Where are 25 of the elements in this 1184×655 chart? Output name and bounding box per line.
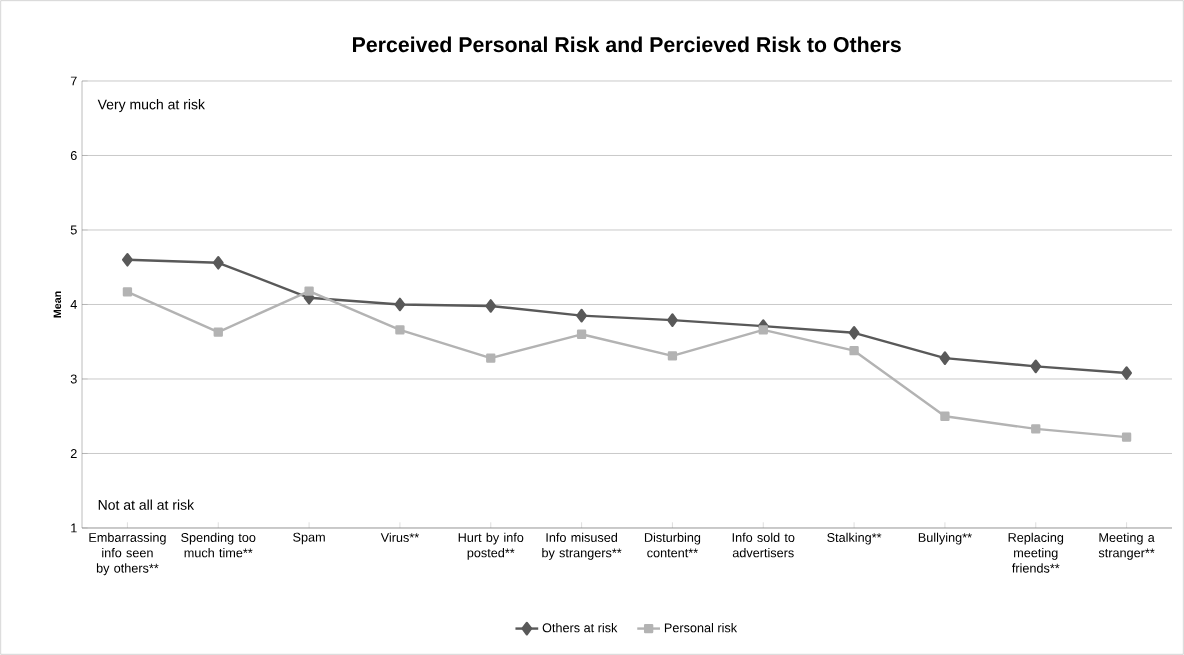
y-tick-label: 5 bbox=[70, 225, 77, 235]
x-tick-label: Bullying** bbox=[918, 532, 972, 545]
y-tick-label: 7 bbox=[70, 76, 77, 86]
chart-title: Perceived Personal Risk and Percieved Risk to Others bbox=[353, 36, 901, 53]
y-axis-title: Mean bbox=[53, 291, 62, 318]
legend-label: Personal risk bbox=[664, 622, 738, 633]
y-tick-label: 2 bbox=[70, 449, 77, 458]
x-tick-label: Spam bbox=[293, 532, 325, 545]
y-tick-label: 6 bbox=[70, 151, 77, 160]
x-tick-label: Embarrassing info seen by others** bbox=[89, 532, 166, 576]
x-tick-label: Spending too much time** bbox=[181, 532, 256, 558]
x-tick-label: Disturbing content** bbox=[644, 532, 701, 558]
x-tick-label: Meeting a stranger** bbox=[1098, 532, 1155, 560]
x-tick-label: Stalking** bbox=[827, 532, 882, 545]
x-tick-label: Info sold to advertisers bbox=[732, 532, 795, 558]
legend-label: Others at risk bbox=[542, 622, 618, 633]
x-tick-label: Info misused by strangers** bbox=[542, 532, 622, 560]
x-tick-label: Replacing meeting friends** bbox=[1008, 532, 1064, 573]
y-tick-label: 4 bbox=[70, 300, 77, 309]
y-tick-label: 1 bbox=[71, 523, 77, 533]
y-tick-label: 3 bbox=[70, 374, 77, 384]
x-tick-label: Virus** bbox=[380, 532, 419, 542]
annotation: Not at all at risk bbox=[98, 499, 195, 510]
x-tick-label: Hurt by info posted** bbox=[458, 532, 524, 560]
annotation: Very much at risk bbox=[97, 99, 205, 113]
